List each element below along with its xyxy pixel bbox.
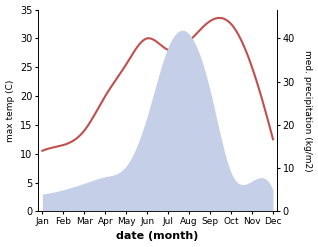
Y-axis label: med. precipitation (kg/m2): med. precipitation (kg/m2)	[303, 50, 313, 171]
Y-axis label: max temp (C): max temp (C)	[5, 79, 15, 142]
X-axis label: date (month): date (month)	[116, 231, 199, 242]
